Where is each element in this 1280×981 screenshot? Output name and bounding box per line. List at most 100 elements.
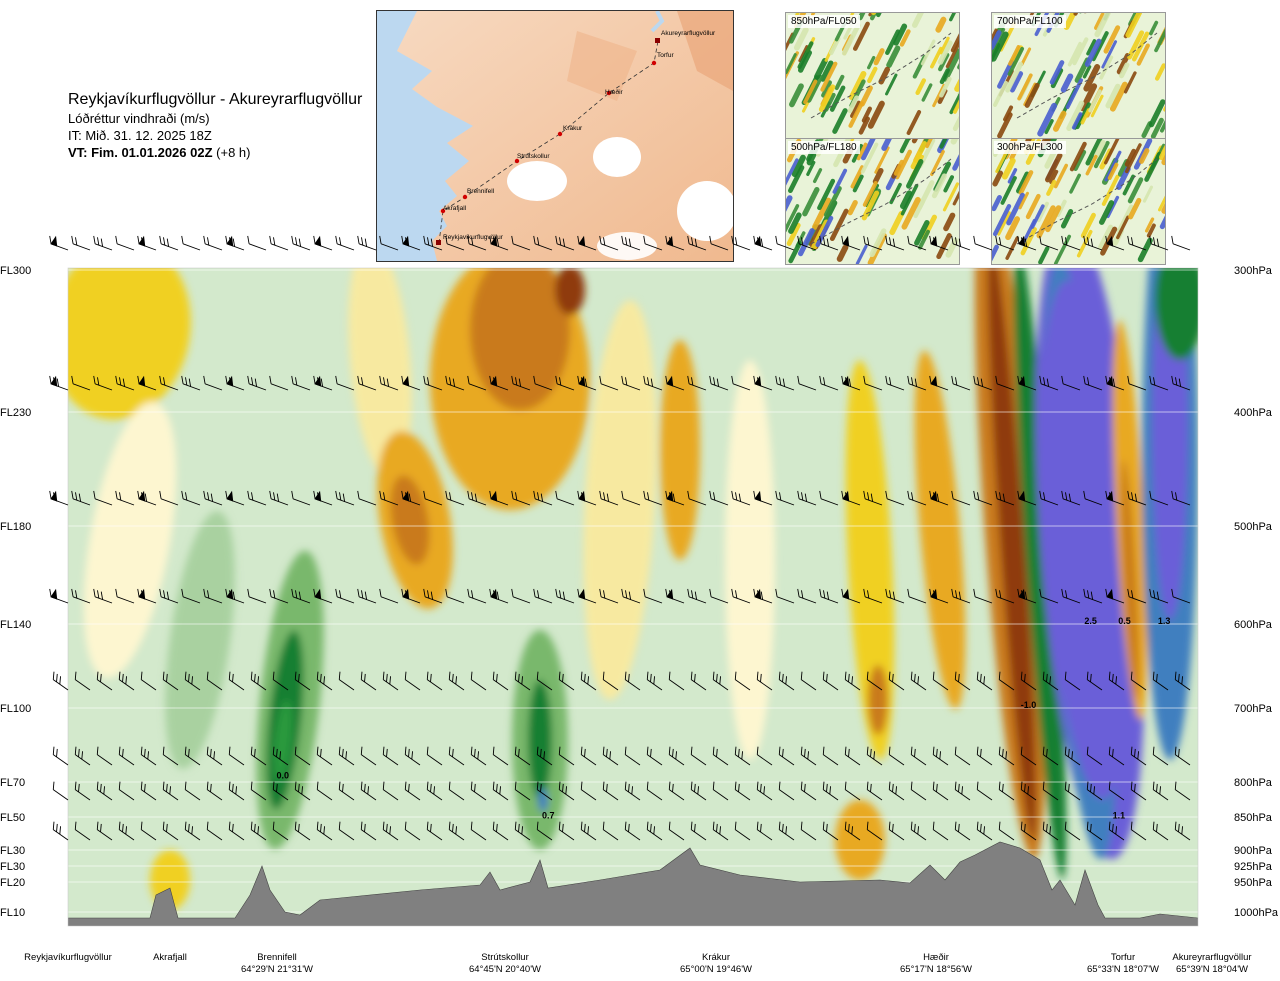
wind-barb-icon — [1108, 781, 1125, 801]
thumbnail-500hpa[interactable]: 500hPa/FL180 — [785, 138, 960, 265]
flight-level-label: FL140 — [0, 619, 31, 631]
wind-barb-icon — [800, 821, 817, 841]
place-coord-label: 64°45'N 20°40'W — [469, 964, 541, 975]
wind-barb-icon — [756, 746, 773, 766]
wind-barb-icon — [734, 781, 751, 801]
wind-barb-icon — [338, 781, 355, 801]
contour-value-label: 2.5 — [1084, 616, 1097, 626]
wind-barb-icon — [445, 588, 465, 604]
wind-barb-icon — [1105, 235, 1125, 251]
wind-barb-icon — [888, 781, 905, 801]
wind-barb-icon — [602, 671, 619, 691]
wind-barb-icon — [118, 671, 135, 691]
wind-barb-icon — [74, 671, 91, 691]
wind-barb-icon — [800, 671, 817, 691]
wind-barb-icon — [382, 746, 399, 766]
wind-barb-icon — [712, 746, 729, 766]
wind-barb-icon — [756, 781, 773, 801]
wind-barb-icon — [558, 746, 575, 766]
wind-barb-icon — [335, 490, 355, 506]
wind-barb-icon — [492, 671, 509, 691]
wind-barb-icon — [74, 781, 91, 801]
wind-barb-icon — [184, 671, 201, 691]
wind-barb-icon — [382, 781, 399, 801]
wind-barb-icon — [602, 781, 619, 801]
band-19 — [845, 360, 895, 760]
wind-barb-icon — [910, 781, 927, 801]
band-21 — [868, 665, 888, 735]
pressure-level-label: 850hPa — [1234, 812, 1273, 824]
wind-barb-icon — [668, 746, 685, 766]
wind-barb-icon — [580, 821, 597, 841]
wind-barb-icon — [162, 781, 179, 801]
wind-barb-icon — [976, 746, 993, 766]
route-map[interactable]: Akureyrarflugvöllur Torfur Hæðir Krákur … — [376, 10, 734, 262]
wind-barb-icon — [797, 375, 817, 391]
thumbnail-850hpa[interactable]: 850hPa/FL050 — [785, 12, 960, 139]
wind-barb-icon — [250, 671, 267, 691]
wind-barb-icon — [599, 375, 619, 391]
wind-barb-icon — [1039, 235, 1059, 251]
map-label-akureyrarflugvollur: Akureyrarflugvöllur — [661, 30, 716, 37]
wind-barb-icon — [866, 671, 883, 691]
wind-barb-icon — [1061, 235, 1081, 251]
place-coord-label: 65°00'N 19°46'W — [680, 964, 752, 975]
wind-barb-icon — [1149, 375, 1169, 391]
flight-level-label: FL20 — [0, 877, 25, 889]
wind-barb-icon — [335, 375, 355, 391]
wind-barb-icon — [181, 235, 201, 251]
wind-barb-icon — [162, 821, 179, 841]
wind-barb-icon — [272, 781, 289, 801]
wind-barb-icon — [250, 781, 267, 801]
wind-barb-icon — [357, 375, 377, 391]
wind-barb-icon — [1017, 490, 1037, 506]
wind-barb-icon — [338, 821, 355, 841]
wind-barb-icon — [291, 588, 311, 604]
wind-barb-icon — [665, 375, 685, 391]
thumbnail-850hpa-label: 850hPa/FL050 — [788, 15, 860, 28]
wind-barb-icon — [888, 671, 905, 691]
wind-barb-icon — [709, 375, 729, 391]
pressure-level-label: 400hPa — [1234, 407, 1273, 419]
wind-barb-icon — [74, 821, 91, 841]
flight-level-label: FL70 — [0, 777, 25, 789]
wind-barb-icon — [1064, 746, 1081, 766]
wind-barb-icon — [404, 821, 421, 841]
wind-barb-icon — [533, 588, 553, 604]
wind-barb-icon — [690, 746, 707, 766]
thumbnail-700hpa-label: 700hPa/FL100 — [994, 15, 1066, 28]
wind-barb-icon — [1152, 821, 1169, 841]
wind-barb-icon — [1064, 781, 1081, 801]
wind-barb-icon — [775, 375, 795, 391]
wind-barb-icon — [976, 781, 993, 801]
wind-barb-icon — [492, 821, 509, 841]
flight-level-label: FL230 — [0, 407, 31, 419]
wind-barb-icon — [181, 588, 201, 604]
wind-barb-icon — [382, 671, 399, 691]
wind-barb-icon — [1064, 671, 1081, 691]
wind-barb-icon — [1105, 588, 1125, 604]
wind-barb-icon — [49, 490, 69, 506]
terrain — [68, 841, 1198, 926]
wind-barb-icon — [1174, 781, 1191, 801]
wind-barb-icon — [1086, 821, 1103, 841]
wind-barb-icon — [291, 375, 311, 391]
wind-barb-icon — [1149, 490, 1169, 506]
wind-barb-icon — [822, 746, 839, 766]
map-label-brennifell: Brennifell — [467, 188, 495, 195]
thumbnail-700hpa-graphic — [992, 13, 1165, 138]
title-block: Reykjavíkurflugvöllur - Akureyrarflugvöl… — [68, 90, 362, 161]
wind-barb-icon — [668, 821, 685, 841]
wind-barb-icon — [841, 588, 861, 604]
wind-barb-icon — [1130, 746, 1147, 766]
wind-barb-icon — [184, 746, 201, 766]
wind-barb-icon — [379, 375, 399, 391]
place-name-label: Akureyrarflugvöllur — [1172, 952, 1251, 963]
wind-barb-icon — [756, 821, 773, 841]
wind-barb-icon — [624, 781, 641, 801]
wind-barb-icon — [404, 781, 421, 801]
wind-barb-icon — [137, 588, 157, 604]
wind-barb-icon — [580, 671, 597, 691]
wind-barb-icon — [313, 490, 333, 506]
wind-barb-icon — [1171, 490, 1191, 506]
